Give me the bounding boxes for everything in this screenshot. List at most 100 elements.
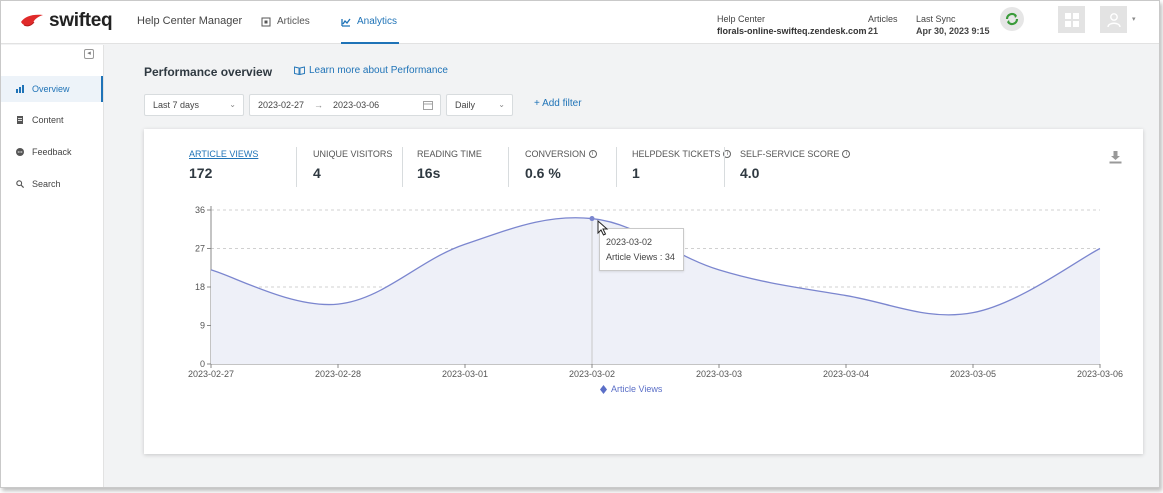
page-title: Performance overview xyxy=(144,65,273,79)
analytics-icon xyxy=(341,18,351,27)
sidebar-item-label: Overview xyxy=(32,84,70,94)
metric-value: 172 xyxy=(189,165,213,181)
last-sync-info: Last Sync Apr 30, 2023 9:15 xyxy=(916,13,990,37)
metric-divider xyxy=(296,147,297,187)
metric-divider xyxy=(724,147,725,187)
nav-articles-label: Articles xyxy=(277,16,310,27)
x-tick-label: 2023-03-01 xyxy=(442,369,488,379)
metric-label-row: CONVERSION i xyxy=(525,149,597,159)
articles-count-info: Articles 21 xyxy=(868,13,898,37)
x-tick-label: 2023-02-28 xyxy=(315,369,361,379)
calendar-icon xyxy=(423,101,433,110)
download-icon xyxy=(1109,151,1122,164)
metric-label[interactable]: ARTICLE VIEWS xyxy=(189,149,259,159)
chevron-down-icon: ⌄ xyxy=(498,100,505,109)
chevron-down-icon: ⌄ xyxy=(229,100,236,109)
y-tick-label: 36 xyxy=(195,205,205,215)
apps-grid-icon xyxy=(1064,12,1079,27)
user-menu-chevron-down-icon[interactable]: ▾ xyxy=(1132,16,1136,23)
nav-analytics-label: Analytics xyxy=(357,16,398,27)
sidebar-item-label: Search xyxy=(32,179,61,189)
metric-divider xyxy=(508,147,509,187)
end-date: 2023-03-06 xyxy=(333,100,380,110)
collapse-sidebar-icon[interactable]: ◂ xyxy=(84,49,94,59)
chart-legend-item[interactable]: Article Views xyxy=(600,384,662,394)
app-title: Help Center Manager xyxy=(137,15,243,27)
metric-unique-visitors[interactable]: UNIQUE VISITORS 4 xyxy=(313,149,392,187)
learn-more-label: Learn more about Performance xyxy=(309,65,448,76)
metric-label-row: HELPDESK TICKETS i xyxy=(632,149,732,159)
tooltip-date: 2023-03-02 xyxy=(606,237,653,247)
download-button[interactable] xyxy=(1109,151,1122,169)
metric-label: UNIQUE VISITORS xyxy=(313,149,393,159)
date-range-select[interactable]: Last 7 days ⌄ xyxy=(144,94,244,116)
x-tick-label: 2023-02-27 xyxy=(188,369,234,379)
swifteq-logo[interactable]: swifteq xyxy=(19,10,113,32)
help-center-label: Help Center xyxy=(717,14,766,24)
nav-analytics[interactable]: Analytics xyxy=(341,16,400,44)
help-center-info: Help Center florals-online-swifteq.zende… xyxy=(717,13,867,37)
articles-icon xyxy=(261,17,271,26)
chat-icon xyxy=(16,148,24,156)
metric-label: CONVERSION xyxy=(525,149,586,159)
metric-value: 4.0 xyxy=(740,165,760,181)
chart-tooltip: 2023-03-02 Article Views : 34 xyxy=(599,228,684,271)
add-filter-button[interactable]: + Add filter xyxy=(534,98,582,109)
metric-label: READING TIME xyxy=(417,149,482,159)
granularity-select[interactable]: Daily ⌄ xyxy=(446,94,513,116)
info-icon[interactable]: i xyxy=(723,150,732,158)
x-tick-label: 2023-03-02 xyxy=(569,369,615,379)
sync-button[interactable] xyxy=(1000,7,1024,31)
series-area xyxy=(211,217,1100,364)
date-picker[interactable]: 2023-02-27 → 2023-03-06 xyxy=(249,94,441,116)
metric-value: 16s xyxy=(417,165,441,181)
y-tick-label: 27 xyxy=(195,244,205,254)
metric-helpdesk-tickets[interactable]: HELPDESK TICKETS i 1 xyxy=(632,149,732,187)
arrow-right-icon: → xyxy=(314,100,324,110)
sidebar-item-label: Content xyxy=(32,115,64,125)
sidebar-item-label: Feedback xyxy=(32,147,72,157)
info-icon[interactable]: i xyxy=(588,150,597,158)
sidebar-item-overview[interactable]: Overview xyxy=(1,76,103,102)
x-tick-label: 2023-03-06 xyxy=(1077,369,1123,379)
sync-icon xyxy=(1005,12,1019,26)
learn-more-link[interactable]: Learn more about Performance xyxy=(294,65,448,76)
metric-self-service-score[interactable]: SELF-SERVICE SCORE i 4.0 xyxy=(740,149,851,187)
nav-articles[interactable]: Articles xyxy=(261,16,310,27)
tooltip-value: Article Views : 34 xyxy=(606,252,675,262)
start-date: 2023-02-27 xyxy=(258,100,305,110)
last-sync-label: Last Sync xyxy=(916,14,956,24)
metric-value: 0.6 % xyxy=(525,165,561,181)
metric-article-views[interactable]: ARTICLE VIEWS 172 xyxy=(189,149,258,187)
metric-label-row: SELF-SERVICE SCORE i xyxy=(740,149,851,159)
bar-chart-icon xyxy=(16,85,24,93)
sidebar: ◂ Overview Content Feedb xyxy=(1,45,104,487)
diamond-icon xyxy=(600,384,607,394)
metric-divider xyxy=(616,147,617,187)
highlight-point xyxy=(589,216,595,222)
articles-count-label: Articles xyxy=(868,14,898,24)
x-tick-label: 2023-03-03 xyxy=(696,369,742,379)
metric-label: HELPDESK TICKETS xyxy=(632,149,721,159)
top-bar: swifteq Help Center Manager Articles Ana… xyxy=(1,1,1159,44)
search-icon xyxy=(16,180,24,188)
x-tick-label: 2023-03-05 xyxy=(950,369,996,379)
granularity-value: Daily xyxy=(455,100,476,110)
apps-grid-button[interactable] xyxy=(1058,6,1085,33)
metric-reading-time[interactable]: READING TIME 16s xyxy=(417,149,482,187)
sidebar-item-search[interactable]: Search xyxy=(1,171,103,197)
user-avatar-button[interactable] xyxy=(1100,6,1127,33)
info-icon[interactable]: i xyxy=(842,150,851,158)
last-sync-value: Apr 30, 2023 9:15 xyxy=(916,26,990,36)
y-tick-label: 9 xyxy=(200,321,205,331)
sidebar-item-content[interactable]: Content xyxy=(1,107,103,133)
document-icon xyxy=(17,116,23,124)
sidebar-item-feedback[interactable]: Feedback xyxy=(1,139,103,165)
x-tick-label: 2023-03-04 xyxy=(823,369,869,379)
help-center-value: florals-online-swifteq.zendesk.com xyxy=(717,26,867,36)
metric-conversion[interactable]: CONVERSION i 0.6 % xyxy=(525,149,597,187)
brand-name: swifteq xyxy=(49,10,113,31)
metric-divider xyxy=(402,147,403,187)
